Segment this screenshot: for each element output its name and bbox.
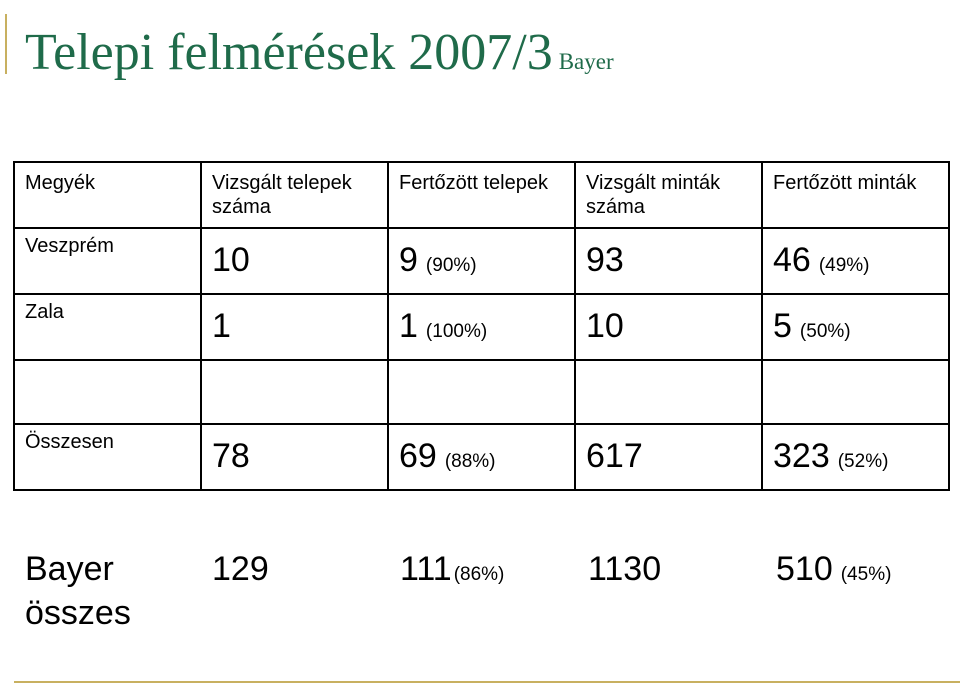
row-label-cell: Veszprém — [13, 227, 202, 295]
empty-row — [13, 359, 950, 425]
header-fertozott-telepek: Fertőzött telepek — [399, 172, 548, 194]
total-row: Összesen 78 69 (88%) 617 323 (52%) — [13, 423, 950, 491]
header-megyek: Megyék — [25, 172, 96, 194]
value-cell: 46 (49%) — [761, 227, 950, 295]
value: 1130 — [588, 550, 662, 588]
value: 10 — [212, 241, 250, 279]
table-row: Zala 1 1 (100%) 10 5 (50%) — [13, 293, 950, 361]
value: 323 — [773, 437, 830, 475]
bayer-label: Bayer összes — [25, 550, 131, 632]
header-cell: Fertőzött minták — [761, 161, 950, 229]
bayer-telepek: 129 — [212, 547, 269, 591]
value: 46 — [773, 241, 811, 279]
header-cell: Vizsgált minták száma — [574, 161, 763, 229]
value-cell: 93 — [574, 227, 763, 295]
table-row: Veszprém 10 9 (90%) 93 46 (49%) — [13, 227, 950, 295]
value: 129 — [212, 550, 269, 588]
bayer-mintak: 1130 — [588, 547, 661, 591]
bayer-fert-telepek: 111 (86%) — [400, 547, 504, 597]
percent: (50%) — [799, 321, 851, 342]
page-title: Telepi felmérések 2007/3 Bayer — [25, 20, 614, 95]
title-main: Telepi felmérések 2007/3 — [25, 24, 553, 81]
header-cell: Fertőzött telepek — [387, 161, 576, 229]
value-cell: 78 — [200, 423, 389, 491]
title-sub: Bayer — [558, 49, 614, 74]
value: 1 — [212, 307, 231, 345]
value-cell: 617 — [574, 423, 763, 491]
footer-line — [14, 681, 960, 683]
percent: (52%) — [837, 451, 889, 472]
percent: (45%) — [840, 564, 892, 585]
value: 93 — [586, 241, 624, 279]
value-cell: 69 (88%) — [387, 423, 576, 491]
empty-cell — [761, 359, 950, 425]
value: 510 — [776, 550, 833, 588]
header-fertozott-mintak: Fertőzött minták — [773, 172, 917, 194]
value-cell: 323 (52%) — [761, 423, 950, 491]
percent: (100%) — [425, 321, 488, 342]
accent-bar — [5, 14, 7, 74]
percent: (49%) — [818, 255, 870, 276]
percent: (86%) — [453, 564, 505, 585]
row-label: Veszprém — [25, 235, 114, 257]
empty-cell — [200, 359, 389, 425]
value: 69 — [399, 437, 437, 475]
header-vizsgalt-telepek: Vizsgált telepek száma — [212, 172, 352, 218]
value: 78 — [212, 437, 250, 475]
bayer-fert-mintak: 510 (45%) — [776, 547, 891, 597]
empty-cell — [13, 359, 202, 425]
empty-cell — [387, 359, 576, 425]
table-header-row: Megyék Vizsgált telepek száma Fertőzött … — [13, 161, 950, 229]
header-vizsgalt-mintak: Vizsgált minták száma — [586, 172, 721, 218]
row-label-cell: Zala — [13, 293, 202, 361]
value: 1 — [399, 307, 418, 345]
value: 111 — [400, 550, 452, 588]
value: 617 — [586, 437, 643, 475]
value-cell: 1 (100%) — [387, 293, 576, 361]
header-cell: Vizsgált telepek száma — [200, 161, 389, 229]
value: 10 — [586, 307, 624, 345]
value: 5 — [773, 307, 792, 345]
stats-table: Megyék Vizsgált telepek száma Fertőzött … — [13, 161, 950, 491]
value-cell: 10 — [200, 227, 389, 295]
row-label-cell: Összesen — [13, 423, 202, 491]
row-label: Összesen — [25, 431, 114, 453]
value: 9 — [399, 241, 418, 279]
value-cell: 10 — [574, 293, 763, 361]
value-cell: 5 (50%) — [761, 293, 950, 361]
empty-cell — [574, 359, 763, 425]
value-cell: 9 (90%) — [387, 227, 576, 295]
percent: (88%) — [444, 451, 496, 472]
header-cell: Megyék — [13, 161, 202, 229]
value-cell: 1 — [200, 293, 389, 361]
row-label: Zala — [25, 301, 64, 323]
percent: (90%) — [425, 255, 477, 276]
